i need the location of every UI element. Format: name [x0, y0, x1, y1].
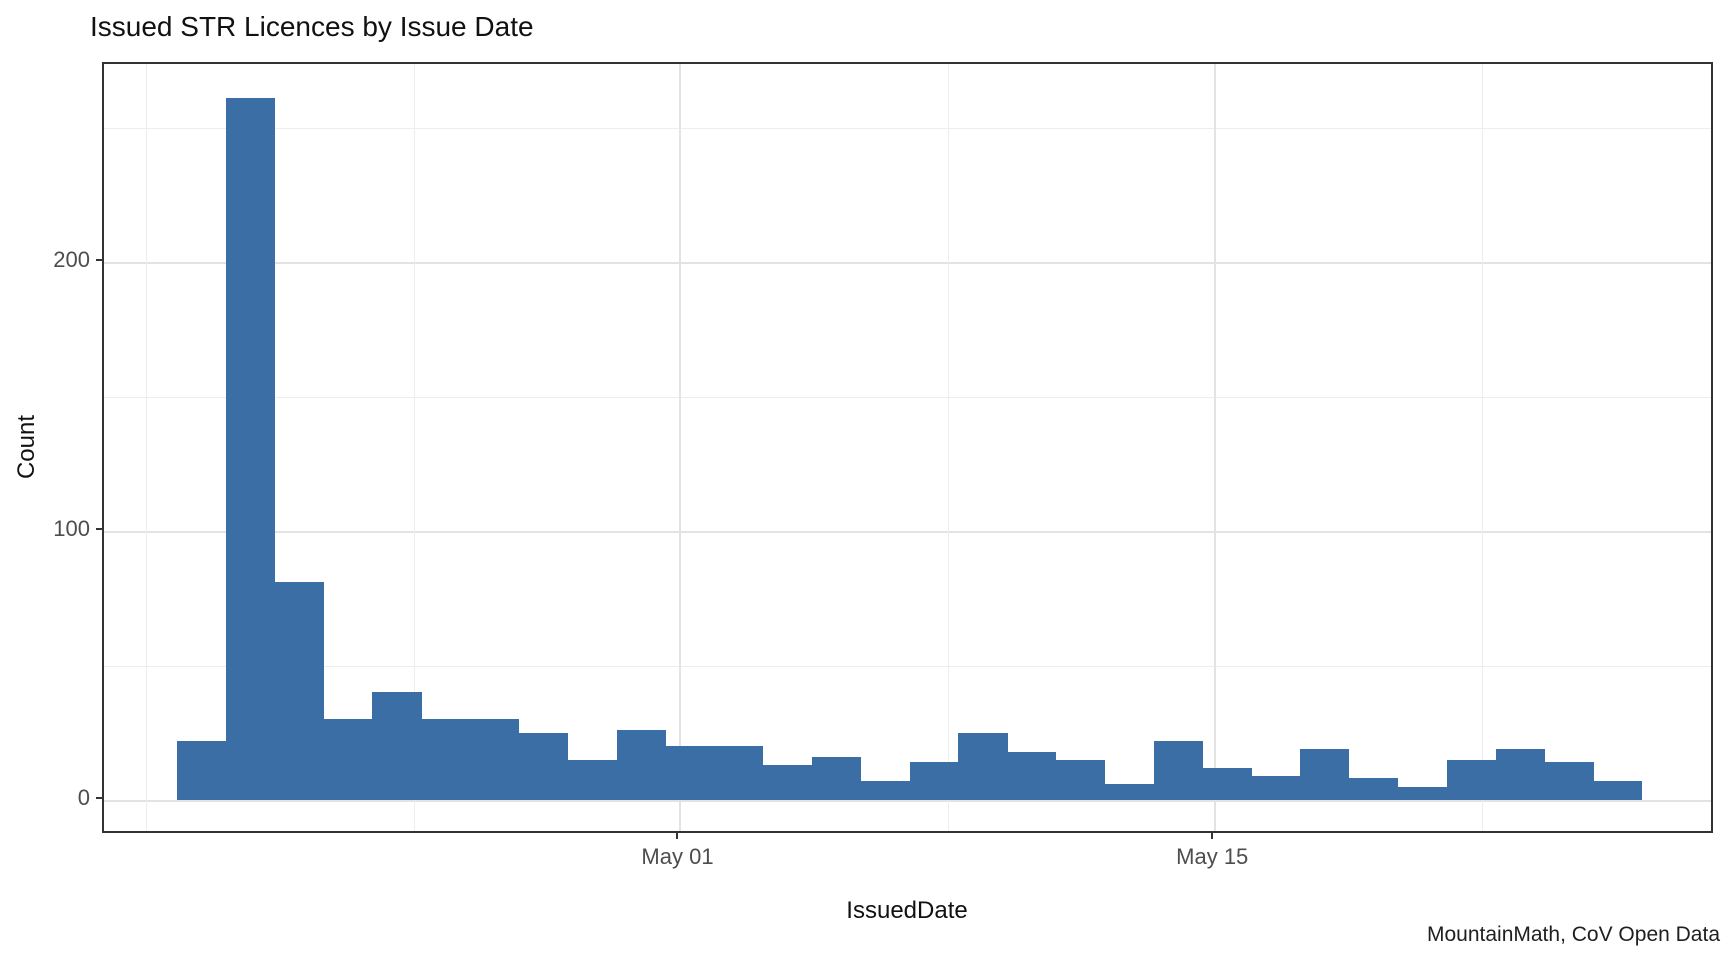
histogram-bar — [811, 756, 862, 800]
histogram-bar — [1446, 759, 1496, 800]
y-tick-label: 0 — [77, 785, 90, 810]
histogram-bar — [616, 730, 666, 800]
plot-panel — [102, 62, 1713, 833]
histogram-bar — [1104, 783, 1155, 800]
y-axis-title: Count — [13, 414, 40, 480]
y-major-gridline — [104, 262, 1711, 264]
y-tick-label: 200 — [53, 247, 90, 272]
histogram-bar — [1495, 748, 1545, 800]
histogram-bar — [909, 762, 959, 800]
x-major-gridline — [1214, 64, 1217, 831]
histogram-bar — [1056, 759, 1106, 800]
histogram-bar — [1007, 751, 1057, 800]
histogram-bar — [421, 719, 471, 800]
y-major-gridline — [104, 531, 1711, 533]
histogram-bar — [323, 719, 373, 800]
y-axis-tick — [96, 797, 102, 799]
x-tick-label: May 01 — [641, 844, 714, 869]
histogram-bar — [1251, 775, 1301, 800]
histogram-bar — [1153, 740, 1203, 800]
histogram-bar — [1544, 762, 1594, 800]
y-minor-gridline — [104, 665, 1711, 667]
histogram-bar — [274, 582, 324, 800]
histogram-bar — [177, 740, 227, 800]
x-axis-tick — [1211, 833, 1214, 839]
histogram-bar — [665, 746, 715, 800]
chart-title: Issued STR Licences by Issue Date — [90, 11, 534, 42]
histogram-bar — [763, 765, 813, 800]
x-tick-label: May 15 — [1176, 844, 1249, 869]
x-major-gridline — [679, 64, 682, 831]
x-axis-title: IssuedDate — [846, 897, 968, 924]
histogram-bar — [1202, 767, 1252, 800]
x-minor-gridline — [1482, 64, 1484, 831]
histogram-bar — [1300, 748, 1350, 800]
chart-caption: MountainMath, CoV Open Data — [1427, 923, 1720, 946]
histogram-bar — [1397, 786, 1448, 800]
histogram-bar — [1349, 778, 1399, 800]
histogram-bar — [518, 732, 569, 800]
histogram-bar — [1593, 781, 1643, 800]
histogram-bar — [225, 97, 276, 800]
histogram-bar — [372, 692, 422, 800]
x-minor-gridline — [947, 64, 949, 831]
y-tick-label: 100 — [53, 516, 90, 541]
histogram-bar — [470, 719, 520, 800]
y-axis-tick — [96, 259, 102, 261]
histogram-bar — [958, 732, 1008, 800]
y-minor-gridline — [104, 396, 1711, 398]
y-axis-tick — [96, 528, 102, 530]
x-minor-gridline — [414, 64, 416, 831]
histogram-bar — [567, 759, 617, 800]
y-minor-gridline — [104, 127, 1711, 129]
histogram-bar — [714, 746, 764, 800]
x-axis-tick — [676, 833, 679, 839]
y-major-gridline — [104, 800, 1711, 802]
histogram-bar — [860, 781, 910, 800]
x-minor-gridline — [146, 64, 148, 831]
